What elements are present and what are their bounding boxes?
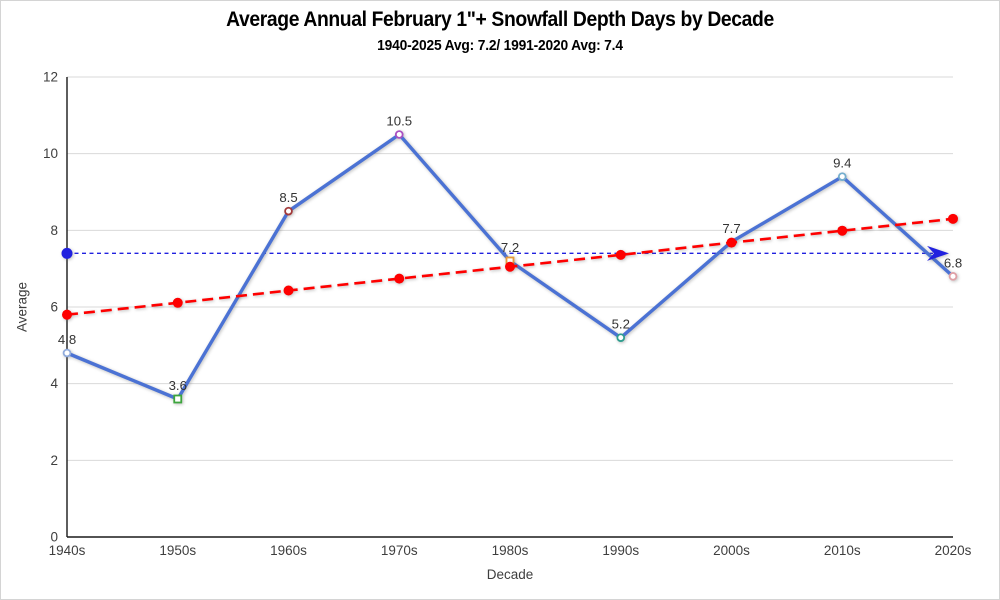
x-tick-label: 2000s (713, 543, 750, 558)
data-label: 4.8 (58, 332, 76, 347)
trend-dot (394, 273, 405, 284)
chart-subtitle: 1940-2025 Avg: 7.2/ 1991-2020 Avg: 7.4 (377, 37, 623, 54)
data-point-marker (948, 272, 958, 281)
y-tick-label: 4 (50, 376, 58, 391)
trend-dot (505, 261, 515, 272)
data-label: 10.5 (386, 114, 412, 129)
trend-series (62, 213, 958, 320)
data-point-marker (284, 206, 293, 216)
data-label: 6.8 (944, 255, 962, 270)
data-point-marker (173, 394, 183, 404)
arrow-icon (927, 245, 949, 261)
data-label: 5.2 (612, 317, 630, 332)
trend-dot (283, 285, 294, 296)
y-tick-label: 10 (43, 146, 58, 161)
x-tick-label: 1980s (492, 543, 529, 558)
y-tick-label: 6 (50, 300, 58, 315)
y-tick-label: 8 (50, 223, 58, 238)
trend-dot (62, 309, 72, 320)
x-tick-label: 2020s (935, 543, 972, 558)
data-label: 8.5 (279, 190, 297, 205)
x-tick-label: 1990s (602, 543, 639, 558)
gridlines (67, 76, 953, 461)
trend-dot (172, 297, 183, 308)
trend-dot (948, 213, 958, 224)
x-tick-label: 1960s (270, 543, 307, 558)
data-point-marker (394, 130, 404, 139)
trend-dot (837, 225, 848, 236)
trend-dot (726, 237, 737, 248)
tick-labels: 0 2 4 6 8 10 12 1940s 1950s 1960s 1970s 1980s 1990s 2… (43, 70, 972, 559)
data-point-marker (62, 348, 72, 358)
x-axis-title: Decade (486, 567, 534, 582)
data-point-marker (616, 333, 626, 342)
y-tick-label: 12 (43, 70, 58, 85)
data-label: 7.7 (722, 221, 740, 236)
trend-dot (615, 249, 626, 260)
data-labels: 4.8 3.6 8.5 10.5 7.2 5.2 7.7 9.4 6.8 (58, 114, 962, 394)
axes (66, 77, 953, 538)
x-tick-label: 1940s (49, 543, 86, 558)
reference-arrow (927, 245, 949, 261)
reference-line (61, 247, 933, 259)
x-tick-label: 1950s (159, 543, 196, 558)
x-tick-label: 2010s (824, 543, 861, 558)
reference-start-dot (61, 247, 73, 259)
data-label: 9.4 (833, 156, 851, 171)
y-tick-label: 0 (50, 530, 58, 545)
data-point-marker (837, 172, 847, 181)
average-series (62, 130, 958, 404)
data-label: 3.6 (169, 378, 187, 393)
x-tick-label: 1970s (381, 543, 418, 558)
data-label: 7.2 (501, 240, 519, 255)
chart-title: Average Annual February 1"+ Snowfall Dep… (226, 8, 774, 31)
y-tick-label: 2 (50, 453, 58, 468)
